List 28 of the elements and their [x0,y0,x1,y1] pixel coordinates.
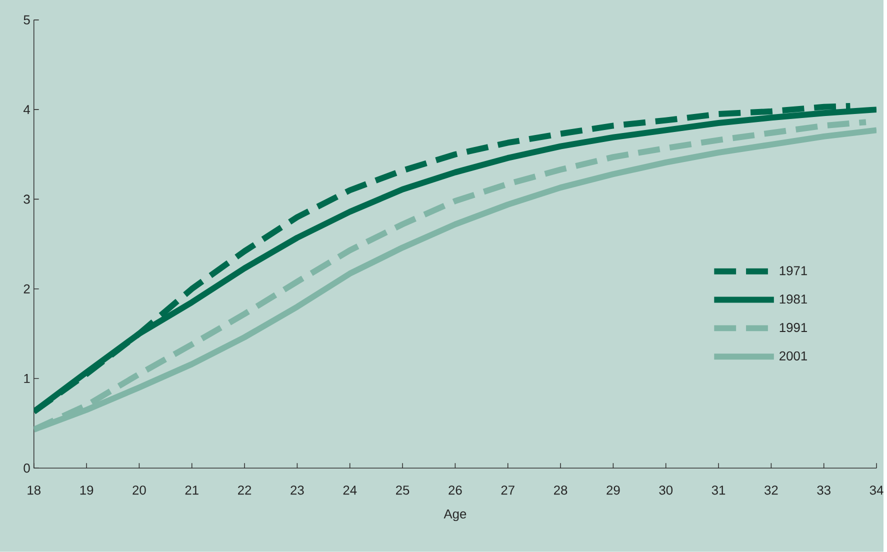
x-tick-label: 26 [448,486,462,495]
x-tick-label: 33 [817,486,830,495]
legend-label: 1991 [780,323,807,332]
y-tick-label: 4 [23,105,30,114]
x-tick-label: 30 [659,486,673,495]
y-tick-label: 3 [24,194,30,204]
x-tick-label: 19 [80,486,94,495]
x-tick-label: 20 [132,486,146,495]
x-tick-label: 32 [764,486,778,495]
x-tick-label: 27 [501,486,514,495]
x-tick-label: 22 [238,486,252,495]
legend-label: 1971 [780,266,807,276]
y-tick-label: 2 [24,284,30,294]
x-tick-label: 29 [606,486,620,495]
x-tick-label: 34 [870,486,884,495]
x-tick-label: 24 [343,486,357,495]
y-tick-label: 0 [24,464,30,473]
x-tick-label: 21 [185,486,198,495]
x-tick-label: 23 [290,486,304,495]
x-tick-label: 25 [396,486,410,495]
legend-label: 2001 [780,351,807,361]
y-tick-label: 1 [24,374,30,384]
x-axis-title: Age [444,510,466,522]
x-tick-label: 31 [712,486,726,495]
legend-label: 1981 [780,294,807,304]
y-tick-label: 5 [24,16,30,25]
x-tick-label: 28 [554,486,568,495]
x-tick-label: 18 [28,486,40,495]
